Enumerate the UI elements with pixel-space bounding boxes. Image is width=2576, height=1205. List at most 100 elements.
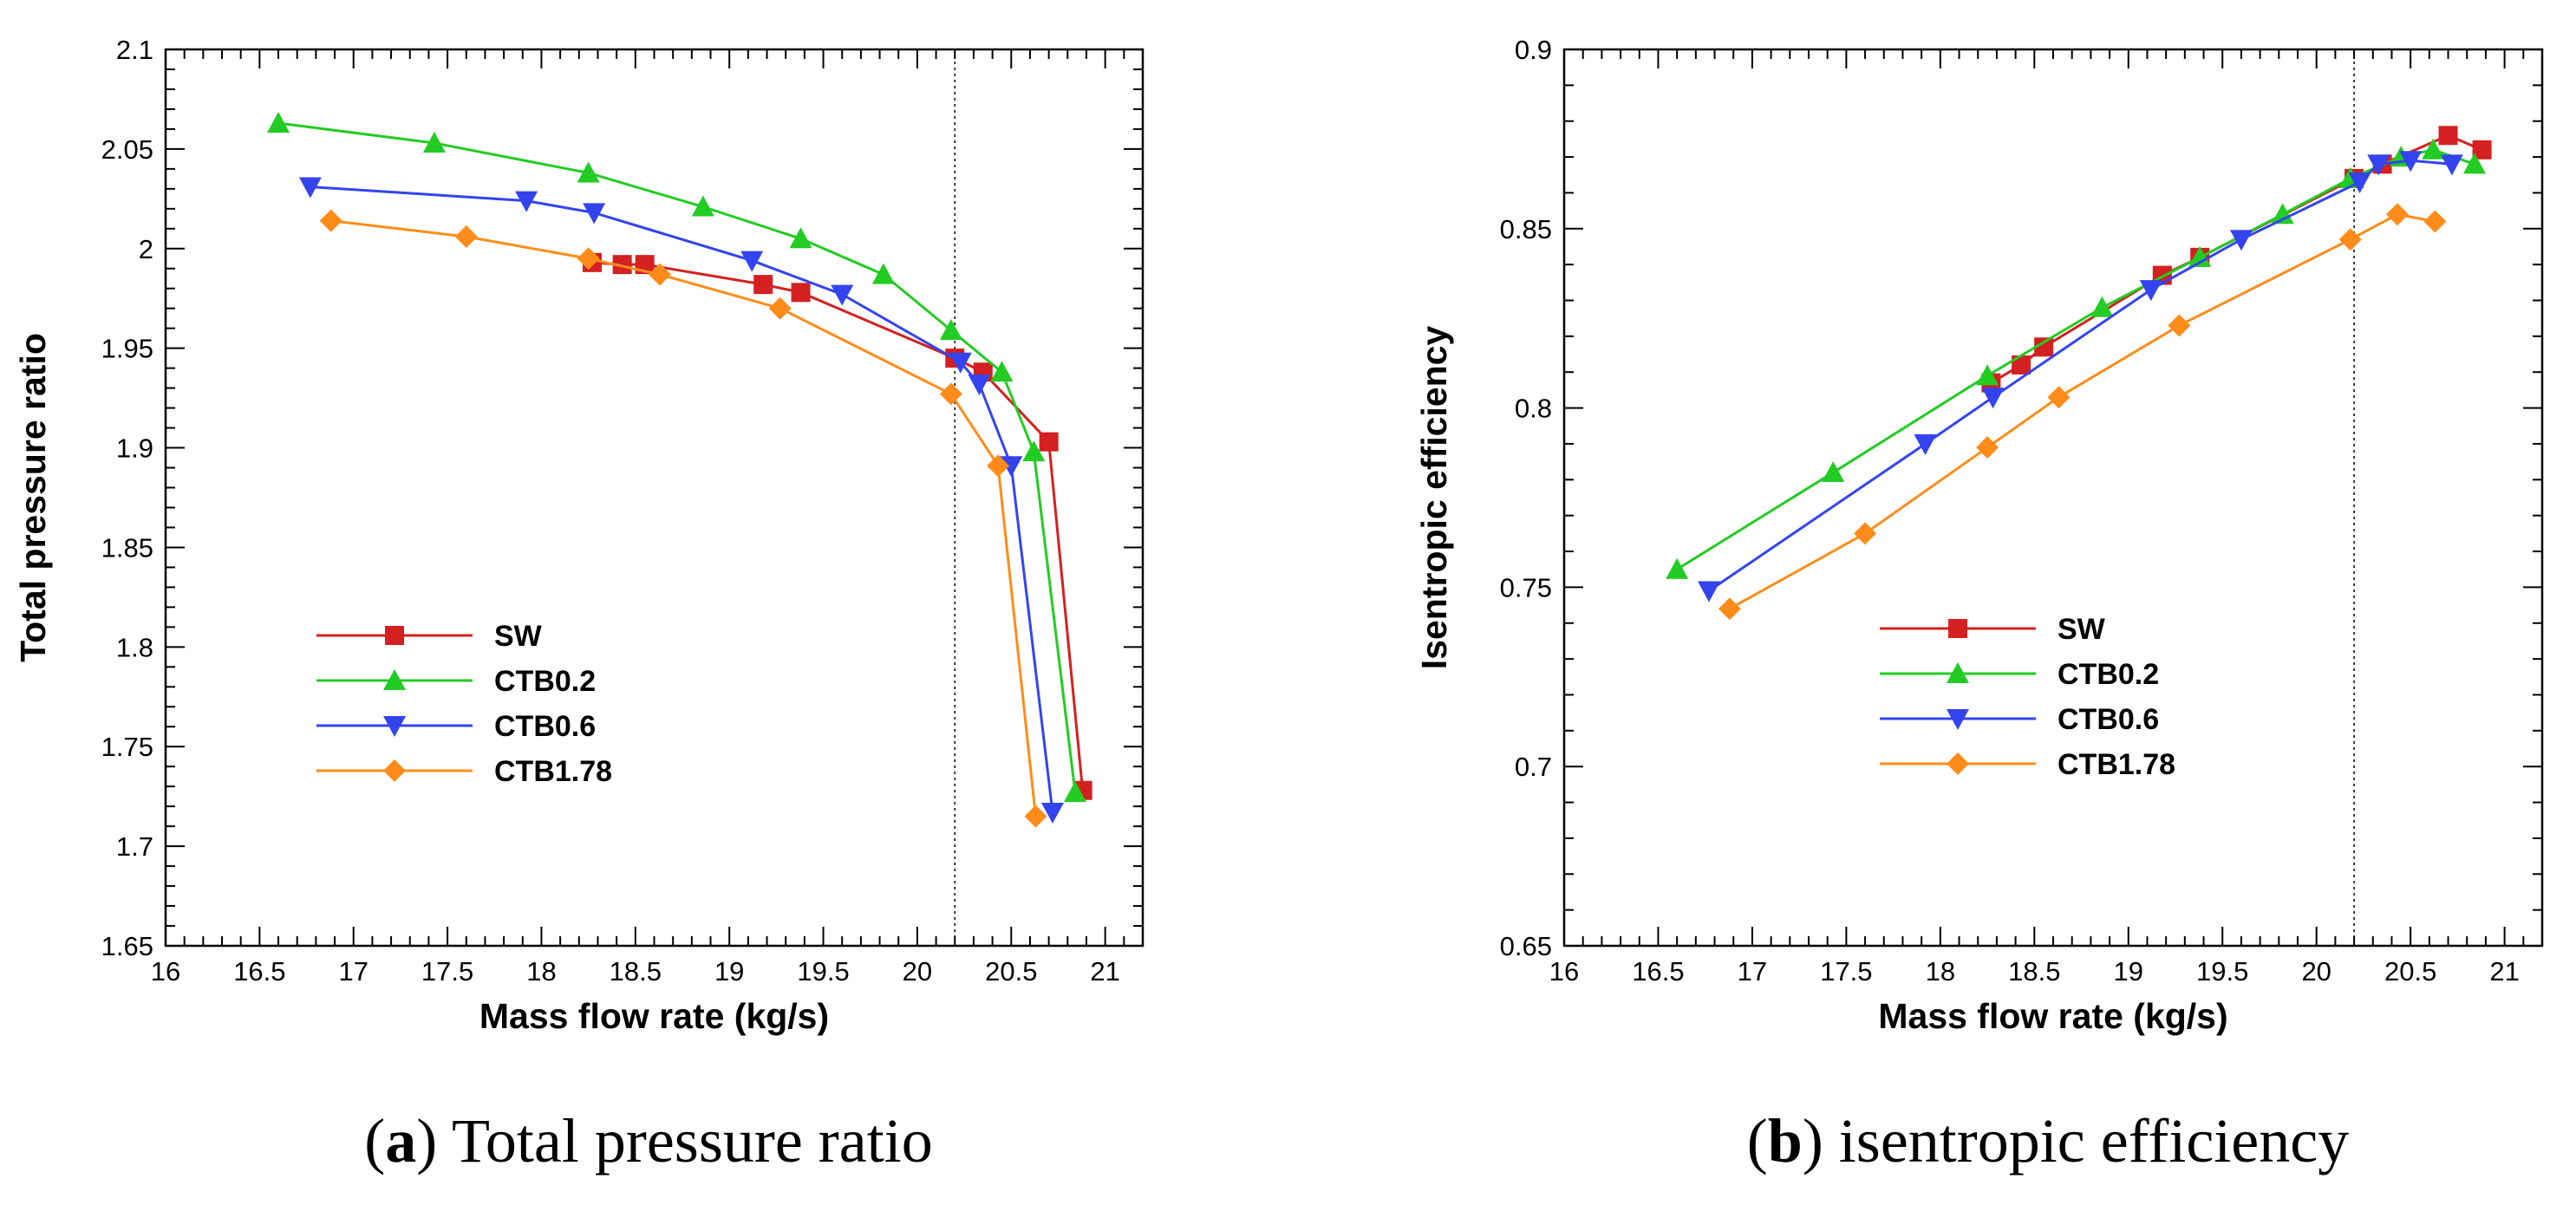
x-tick-label-a: 20 [903,956,932,987]
y-tick-label-b: 0.65 [1500,931,1552,961]
data-point [1854,522,1877,545]
y-tick-label-b: 0.8 [1515,394,1552,424]
data-point [454,225,478,248]
x-tick-label-a: 19.5 [797,956,849,987]
x-tick-label-b: 17 [1738,956,1767,987]
data-point [2423,210,2447,233]
data-point [1039,432,1059,452]
x-tick-label-b: 18 [1926,956,1955,987]
data-point [1063,781,1086,803]
series-ctb0-6-b [1698,151,2463,602]
x-axis-title-a: Mass flow rate (kg/s) [479,996,829,1036]
legend-marker [1947,709,1969,730]
x-tick-label-b: 20.5 [2384,956,2436,987]
data-point [2422,138,2445,160]
data-point [319,209,342,232]
series-ctb1-78-a [319,209,1047,828]
x-tick-label-b: 20 [2301,956,2331,987]
x-tick-label-a: 18 [526,956,556,987]
data-point [422,131,446,153]
y-axis-title-b: Isentropic efficiency [1414,326,1454,670]
data-point [267,112,290,134]
y-tick-label-a: 1.7 [116,831,153,862]
data-point [1718,597,1741,621]
y-tick-label-a: 1.95 [101,334,153,364]
data-point [2462,153,2486,174]
legend-label: CTB1.78 [2058,748,2175,781]
x-tick-label-b: 16 [1549,956,1579,987]
y-tick-label-a: 1.75 [101,732,153,762]
y-tick-label-a: 1.85 [101,532,153,563]
data-point [2438,126,2458,146]
x-tick-label-a: 19 [714,956,744,987]
legend-label: CTB1.78 [494,755,612,788]
series-line [1708,159,2453,592]
data-point [1024,804,1047,828]
series-line [330,219,1037,817]
data-point [791,283,811,303]
legend-b: SW CTB0.2 CTB0.6 CTB1.78 [1880,613,2175,781]
caption-a-text: Total pressure ratio [452,1106,933,1176]
data-point [2012,355,2031,375]
y-tick-label-b: 0.85 [1500,214,1552,244]
legend-a: SW CTB0.2 CTB0.6 CTB1.78 [316,620,612,788]
data-point [768,296,792,320]
caption-b: (b) isentropic efficiency [1747,1106,2349,1176]
x-tick-label-a: 17 [338,956,368,987]
data-point [871,263,895,284]
series-line [1676,148,2475,570]
data-point [1914,433,1937,455]
data-point [298,177,322,199]
legend-label: CTB0.2 [494,665,596,698]
data-point [2034,337,2054,357]
data-point [2188,245,2212,267]
panel-b-isentropic-efficiency-chart: 16 16.5 17 17.5 18 18.5 19 19.5 20 20.5 21 0.65 0.7 0… [1414,35,2544,1036]
data-point [968,375,991,396]
data-point [2168,314,2191,337]
data-point [2229,230,2253,251]
x-tick-label-a: 17.5 [421,956,473,987]
y-tick-label-a: 1.9 [116,433,153,464]
series-line [1990,134,2483,384]
legend-marker [385,626,404,645]
caption-a-letter: a [385,1106,416,1176]
data-point [831,284,854,306]
x-tick-label-a: 16 [151,956,180,987]
data-point [1000,456,1023,478]
series-ctb0-2-b [1666,138,2486,579]
data-point [949,352,972,374]
data-point [691,195,714,217]
data-point [2139,280,2162,302]
y-tick-label-b: 0.75 [1500,572,1552,602]
legend-marker [1947,752,1969,775]
x-tick-label-b: 19 [2114,956,2143,987]
x-tick-label-b: 17.5 [1820,956,1872,987]
series-line [591,261,1085,791]
series-ctb0-2-a [267,112,1086,803]
data-point [990,361,1014,382]
x-tick-label-b: 18.5 [2008,956,2060,987]
data-point [2472,140,2492,160]
data-point [1976,436,1999,459]
y-tick-label-b: 0.9 [1515,35,1552,65]
series-line [1729,212,2436,610]
data-point [577,247,600,270]
data-point [2399,151,2423,173]
legend-marker [383,716,406,737]
data-point [649,263,672,286]
data-point [1822,461,1845,483]
data-point [1666,557,1689,579]
data-point [2338,228,2362,251]
legend-label: CTB0.6 [2058,703,2159,736]
data-point [2271,203,2294,225]
legend-marker [1948,619,1967,638]
data-point [612,255,632,275]
data-point [2367,154,2390,176]
caption-b-text: isentropic efficiency [1839,1106,2349,1176]
x-tick-label-b: 16.5 [1632,956,1684,987]
legend-marker [383,759,406,782]
data-point [1698,581,1721,602]
x-tick-label-a: 20.5 [985,956,1037,987]
legend-label: SW [2058,613,2106,646]
